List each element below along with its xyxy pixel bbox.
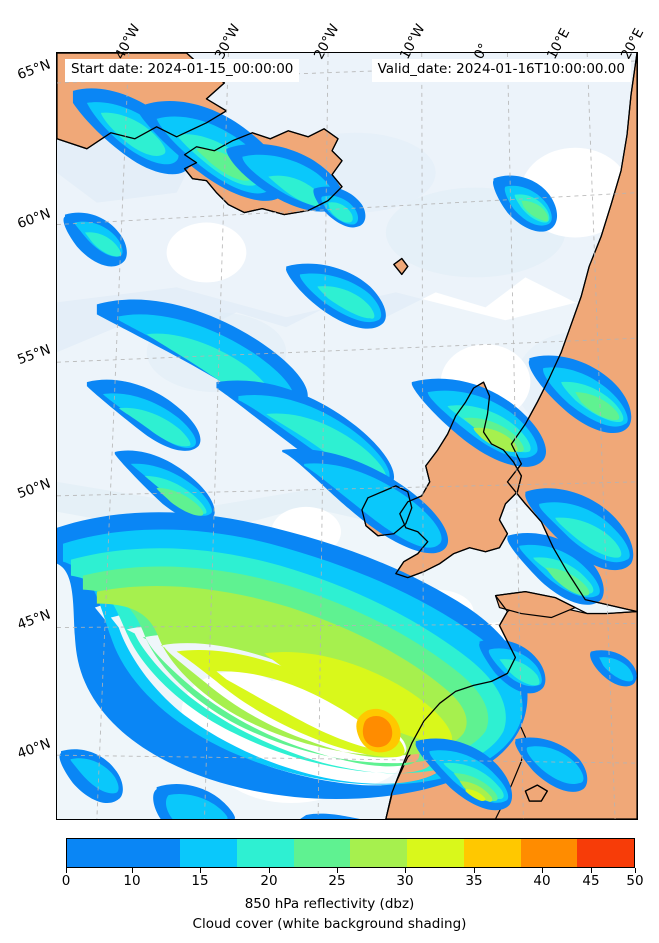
colorbar-segment-15-20 [237, 839, 294, 867]
colorbar-tick-15 [200, 868, 201, 873]
coastline-overlay [57, 53, 637, 819]
colorbar-tick-0 [66, 868, 67, 873]
colorbar-tick-20 [269, 868, 270, 873]
colorbar-tick-label-25: 25 [328, 873, 346, 889]
map-canvas [57, 53, 637, 819]
colorbar-caption-line2: Cloud cover (white background shading) [192, 916, 467, 932]
colorbar-tick-label-35: 35 [465, 873, 483, 889]
colorbar-tick-40 [542, 868, 543, 873]
colorbar-tick-30 [405, 868, 406, 873]
map-plot-area[interactable]: Start date: 2024-01-15_00:00:00 Valid_da… [56, 52, 638, 820]
colorbar-tick-label-20: 20 [260, 873, 278, 889]
lat-tick-50n: 50°N [15, 475, 53, 503]
colorbar-segment-35-40 [463, 839, 521, 867]
valid-date-label: Valid_date: 2024-01-16T10:00:00.00 [371, 59, 631, 82]
colorbar-segment-10-15 [180, 839, 238, 867]
colorbar-tick-label-40: 40 [533, 873, 551, 889]
lat-tick-45n: 45°N [15, 606, 53, 634]
colorbar-segment-40-45 [520, 839, 578, 867]
colorbar-tick-label-15: 15 [191, 873, 209, 889]
colorbar-segment-45-50 [577, 839, 634, 867]
colorbar-tick-50 [635, 868, 636, 873]
colorbar-segment-20-25 [293, 839, 351, 867]
lat-tick-40n: 40°N [15, 735, 53, 763]
colorbar[interactable] [66, 838, 635, 868]
colorbar-tick-25 [337, 868, 338, 873]
colorbar-caption-line1: 850 hPa reflectivity (dbz) [244, 896, 415, 912]
colorbar-segment-0-10 [67, 839, 181, 867]
colorbar-tick-label-30: 30 [396, 873, 414, 889]
colorbar-segment-25-30 [350, 839, 408, 867]
colorbar-tick-label-50: 50 [626, 873, 644, 889]
lat-tick-55n: 55°N [15, 341, 53, 369]
colorbar-tick-35 [474, 868, 475, 873]
colorbar-tick-label-0: 0 [61, 873, 71, 889]
start-date-label: Start date: 2024-01-15_00:00:00 [65, 59, 300, 82]
lon-tick-20e: 20°E [617, 25, 648, 62]
lat-tick-65n: 65°N [15, 56, 53, 84]
colorbar-segment-30-35 [407, 839, 464, 867]
colorbar-tick-10 [132, 868, 133, 873]
colorbar-tick-label-45: 45 [582, 873, 600, 889]
lat-tick-60n: 60°N [15, 205, 53, 233]
colorbar-tick-label-10: 10 [123, 873, 141, 889]
colorbar-tick-45 [591, 868, 592, 873]
